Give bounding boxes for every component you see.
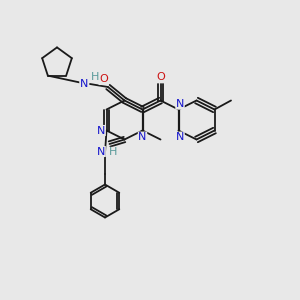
Text: O: O: [99, 74, 108, 85]
Text: O: O: [156, 72, 165, 82]
Text: N: N: [97, 146, 105, 157]
Text: O: O: [156, 72, 165, 82]
Text: O: O: [99, 74, 108, 85]
Text: H: H: [109, 147, 117, 158]
Text: N: N: [138, 132, 147, 142]
Text: N: N: [176, 99, 184, 109]
Text: N: N: [80, 79, 88, 89]
Text: H: H: [91, 71, 100, 82]
Text: N: N: [176, 99, 184, 109]
Text: N: N: [97, 146, 105, 157]
Text: H: H: [109, 147, 117, 158]
Text: N: N: [176, 132, 184, 142]
Text: H: H: [91, 71, 100, 82]
Text: N: N: [97, 125, 105, 136]
Text: N: N: [80, 79, 88, 89]
Text: N: N: [138, 132, 147, 142]
Text: N: N: [176, 132, 184, 142]
Text: N: N: [97, 125, 105, 136]
